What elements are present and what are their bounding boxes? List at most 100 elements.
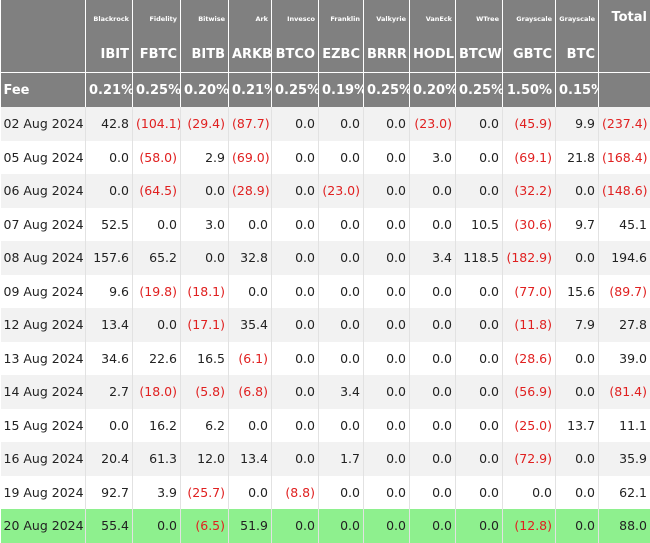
flow: 0.0 [410,442,456,476]
flow: 61.3 [133,442,181,476]
ticker: IBIT [86,37,133,73]
flow: 1.7 [319,442,364,476]
flow: 0.0 [319,141,364,175]
flow: 2.9 [181,141,229,175]
flow: (8.8) [272,476,319,510]
flow: 0.0 [556,241,599,275]
flow: 35.4 [229,308,272,342]
flow: 0.0 [319,509,364,543]
flow: 0.0 [229,409,272,443]
ticker: EZBC [319,37,364,73]
flow: 0.0 [503,476,556,510]
flow: 13.4 [229,442,272,476]
flow: 0.0 [410,409,456,443]
flow: 0.0 [456,342,503,376]
ticker: BTC [556,37,599,73]
flow: 3.4 [319,375,364,409]
date: 09 Aug 2024 [1,275,86,309]
flow: 0.0 [229,476,272,510]
flow: (30.6) [503,208,556,242]
flow: 3.0 [181,208,229,242]
flow: 0.0 [410,375,456,409]
date: 13 Aug 2024 [1,342,86,376]
flow: 0.0 [410,275,456,309]
flow: (18.1) [181,275,229,309]
flow: 0.0 [272,375,319,409]
total-header: Total [599,0,650,37]
flow: 16.2 [133,409,181,443]
issuer-name: Bitwise [181,0,229,37]
fee-row: Fee0.21%0.25%0.20%0.21%0.25%0.19%0.25%0.… [1,73,650,108]
fee: 0.21% [229,73,272,108]
flow: 0.0 [410,476,456,510]
flow: 0.0 [456,275,503,309]
flow: (69.0) [229,141,272,175]
flow: 9.9 [556,107,599,141]
date: 19 Aug 2024 [1,476,86,510]
flow: 3.4 [410,241,456,275]
flow: (28.9) [229,174,272,208]
total-flow: (81.4) [599,375,650,409]
flow: (58.0) [133,141,181,175]
total-flow: (168.4) [599,141,650,175]
flow: (19.8) [133,275,181,309]
date: 02 Aug 2024 [1,107,86,141]
flow: (25.7) [181,476,229,510]
fee: 0.25% [456,73,503,108]
flow: (45.9) [503,107,556,141]
total-flow: (148.6) [599,174,650,208]
flow: (104.1) [133,107,181,141]
flow: 0.0 [410,342,456,376]
flow: 51.9 [229,509,272,543]
flow: 55.4 [86,509,133,543]
flow: 0.0 [410,509,456,543]
flow: (17.1) [181,308,229,342]
flow: 0.0 [410,174,456,208]
flow: 0.0 [364,308,410,342]
date: 12 Aug 2024 [1,308,86,342]
flow: 0.0 [272,208,319,242]
flow: (6.1) [229,342,272,376]
flow: 65.2 [133,241,181,275]
fee: 0.19% [319,73,364,108]
ticker: GBTC [503,37,556,73]
flow: 118.5 [456,241,503,275]
total-flow: (89.7) [599,275,650,309]
flow: 0.0 [272,409,319,443]
flow: 0.0 [181,174,229,208]
flow: 21.8 [556,141,599,175]
issuer-name: WTree [456,0,503,37]
flow: 0.0 [272,174,319,208]
flow: 12.0 [181,442,229,476]
flow: 0.0 [364,476,410,510]
flow: 3.9 [133,476,181,510]
flow: 0.0 [364,275,410,309]
flow: 0.0 [319,409,364,443]
flow: 0.0 [456,409,503,443]
date: 07 Aug 2024 [1,208,86,242]
total-flow: 35.9 [599,442,650,476]
flow: 0.0 [556,174,599,208]
issuer-name: VanEck [410,0,456,37]
flow: 42.8 [86,107,133,141]
ticker: HODL [410,37,456,73]
flow: (11.8) [503,308,556,342]
flow: 0.0 [319,476,364,510]
date: 16 Aug 2024 [1,442,86,476]
flow: 34.6 [86,342,133,376]
flow: 0.0 [319,241,364,275]
flow: 13.7 [556,409,599,443]
flow: 0.0 [364,375,410,409]
flow: (25.0) [503,409,556,443]
flow: 0.0 [364,509,410,543]
